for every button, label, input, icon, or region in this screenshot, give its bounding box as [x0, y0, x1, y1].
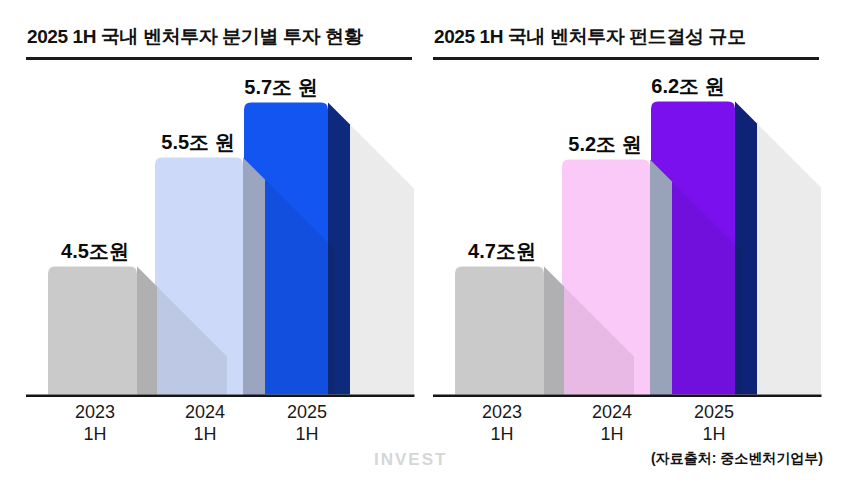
- bar-side-face: [650, 160, 672, 395]
- bar-side-face: [243, 158, 265, 395]
- category-label: 20231H: [35, 402, 155, 445]
- chart-quarterly-investment: 2025 1H 국내 벤처투자 분기별 투자 현황 4.5조원5.5조 원5.7…: [0, 0, 422, 483]
- bar-face: [455, 267, 544, 395]
- category-label-line: 2023: [35, 402, 155, 424]
- bars-canvas: [0, 0, 422, 460]
- source-note: (자료출처: 중소벤처기업부): [651, 450, 823, 468]
- category-label-line: 2025: [654, 402, 774, 424]
- bars-canvas: [407, 0, 829, 460]
- value-label: 4.7조원: [432, 238, 572, 265]
- value-label: 5.2조 원: [535, 131, 675, 158]
- category-label-line: 1H: [35, 424, 155, 446]
- value-label: 5.5조 원: [128, 129, 268, 156]
- category-label-line: 2025: [247, 402, 367, 424]
- category-label-line: 1H: [247, 424, 367, 446]
- x-axis-line: [433, 395, 822, 398]
- x-axis-line: [26, 395, 415, 398]
- page: 2025 1H 국내 벤처투자 분기별 투자 현황 4.5조원5.5조 원5.7…: [0, 0, 844, 483]
- value-label: 6.2조 원: [618, 73, 758, 100]
- watermark-invest: INVEST: [374, 450, 447, 470]
- value-label: 5.7조 원: [211, 74, 351, 101]
- category-label-line: 2023: [442, 402, 562, 424]
- value-label: 4.5조원: [25, 238, 165, 265]
- bar-face: [48, 267, 137, 395]
- category-label-line: 1H: [654, 424, 774, 446]
- bar-side-face: [137, 267, 157, 395]
- category-label: 20251H: [247, 402, 367, 445]
- category-label-line: 1H: [442, 424, 562, 446]
- category-label: 20251H: [654, 402, 774, 445]
- chart-fund-formation: 2025 1H 국내 벤처투자 펀드결성 규모 4.7조원5.2조 원6.2조 …: [407, 0, 829, 483]
- category-label: 20231H: [442, 402, 562, 445]
- bar-side-face: [544, 267, 564, 395]
